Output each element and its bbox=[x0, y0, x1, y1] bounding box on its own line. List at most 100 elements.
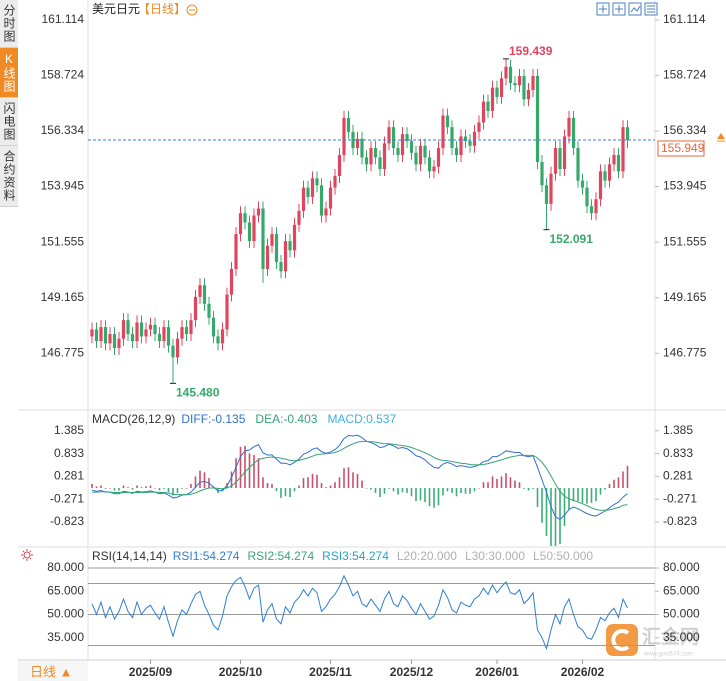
y-tick-label: 153.945 bbox=[41, 179, 85, 193]
candle-body bbox=[117, 338, 121, 349]
candle-body bbox=[364, 157, 369, 165]
candle-body bbox=[261, 208, 265, 269]
candle-body bbox=[373, 148, 378, 158]
candle-body bbox=[481, 101, 486, 123]
y-tick-label: 0.833 bbox=[54, 446, 84, 460]
candle-body bbox=[324, 208, 328, 216]
candle-body bbox=[544, 185, 549, 204]
candle-body bbox=[495, 87, 499, 97]
macd-bar bbox=[176, 488, 179, 493]
macd-bar bbox=[91, 483, 93, 488]
macd-bar bbox=[104, 488, 107, 489]
y-tick-label: 0.833 bbox=[663, 446, 693, 460]
candle-body bbox=[333, 175, 337, 188]
macd-bar bbox=[622, 471, 624, 488]
macd-bar bbox=[545, 488, 548, 536]
macd-bar bbox=[131, 488, 134, 490]
candle-body bbox=[234, 234, 238, 269]
candle-body bbox=[121, 320, 126, 339]
macd-bar bbox=[167, 488, 170, 493]
tool-icon[interactable] bbox=[612, 2, 626, 16]
macd-bar bbox=[113, 488, 116, 491]
candle-body bbox=[558, 148, 562, 170]
y-tick-label: 0.281 bbox=[663, 469, 693, 483]
macd-bar bbox=[298, 485, 300, 488]
y-tick-label: 156.334 bbox=[41, 123, 85, 137]
macd-bar bbox=[554, 488, 557, 546]
macd-bar bbox=[194, 476, 197, 488]
macd-bar bbox=[581, 488, 584, 503]
y-tick-label: 149.165 bbox=[663, 290, 707, 304]
toolbar[interactable] bbox=[596, 2, 658, 16]
macd-bar bbox=[253, 454, 255, 488]
candle-body bbox=[369, 148, 373, 165]
last-price-box bbox=[657, 140, 705, 157]
candle-body bbox=[567, 117, 571, 137]
macd-bar bbox=[392, 488, 395, 492]
candle-body bbox=[256, 208, 261, 216]
y-tick-label: 0.281 bbox=[54, 469, 84, 483]
macd-bar bbox=[257, 458, 260, 488]
candle-body bbox=[400, 134, 405, 156]
candle-body bbox=[522, 76, 526, 100]
candle-body bbox=[585, 187, 589, 207]
sidebar-tab[interactable]: 合约资料 bbox=[0, 146, 18, 207]
footer-tab-bg[interactable] bbox=[18, 661, 88, 681]
macd-bar bbox=[599, 488, 602, 495]
candle-body bbox=[598, 171, 603, 200]
candle-body bbox=[306, 187, 310, 197]
sidebar-tab[interactable]: 闪电图 bbox=[0, 98, 18, 146]
legend-entry: RSI1:54.274 bbox=[173, 549, 240, 563]
macd-bar bbox=[527, 488, 530, 491]
macd-bar bbox=[302, 478, 305, 488]
tool-icon[interactable] bbox=[644, 2, 658, 16]
macd-bar bbox=[541, 488, 543, 523]
macd-bar bbox=[451, 488, 453, 493]
candle-body bbox=[621, 127, 625, 172]
candle-body bbox=[562, 136, 567, 170]
candle-body bbox=[225, 294, 229, 330]
macd-bar bbox=[244, 445, 246, 488]
zoom-icon[interactable] bbox=[186, 4, 198, 16]
candle-body bbox=[247, 222, 252, 242]
watermark-logo-glyph bbox=[611, 629, 630, 651]
candle-body bbox=[517, 76, 522, 86]
candle-body bbox=[396, 148, 400, 156]
macd-bar bbox=[550, 488, 552, 546]
period-label[interactable]: 【日线】 bbox=[138, 2, 186, 16]
macd-bar bbox=[163, 488, 165, 489]
candle-body bbox=[310, 178, 315, 197]
y-tick-label: 65.000 bbox=[47, 583, 84, 597]
footer-period[interactable]: 日线 ▲ bbox=[30, 664, 72, 679]
candle-body bbox=[207, 303, 211, 318]
macd-bar bbox=[352, 472, 354, 488]
candle-body bbox=[166, 327, 171, 346]
macd-bar bbox=[379, 488, 381, 498]
candle-body bbox=[378, 157, 382, 170]
macd-bar bbox=[100, 485, 102, 488]
settings-icon[interactable] bbox=[21, 549, 33, 561]
tool-icon[interactable] bbox=[628, 2, 642, 16]
candle-body bbox=[580, 180, 585, 188]
y-tick-label: 161.114 bbox=[42, 12, 85, 26]
tool-icon[interactable] bbox=[596, 2, 610, 16]
candle-body bbox=[490, 87, 495, 111]
candle-body bbox=[265, 245, 270, 269]
candle-body bbox=[355, 138, 360, 149]
candle-body bbox=[468, 141, 472, 146]
sidebar-tab[interactable]: 分时图 bbox=[0, 0, 18, 48]
tool-icon-glyph bbox=[647, 5, 655, 13]
candle-body bbox=[472, 131, 477, 146]
candle-body bbox=[535, 76, 540, 163]
macd-bar bbox=[203, 472, 206, 488]
candle-body bbox=[382, 143, 387, 170]
candle-body bbox=[441, 115, 445, 149]
sidebar-tab[interactable]: K线图 bbox=[0, 48, 18, 98]
macd-bar bbox=[500, 476, 503, 488]
macd-bar bbox=[343, 468, 345, 488]
candle-body bbox=[175, 338, 180, 358]
macd-bar bbox=[415, 488, 417, 502]
macd-bar bbox=[446, 488, 449, 492]
candle-body bbox=[454, 148, 459, 156]
indicator-title: RSI(14,14,14) bbox=[92, 549, 167, 563]
